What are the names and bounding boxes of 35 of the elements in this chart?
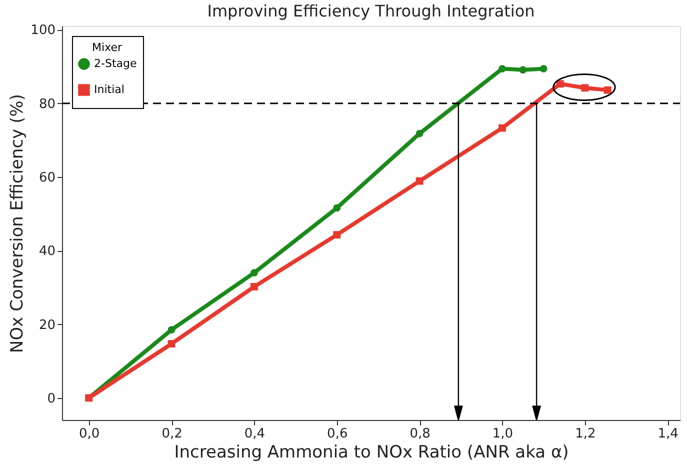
point xyxy=(333,204,341,212)
point xyxy=(498,124,506,132)
point xyxy=(416,177,424,185)
point xyxy=(498,65,506,72)
x-tick-label: 0,6 xyxy=(327,426,348,442)
x-tick-label: 1,0 xyxy=(492,426,514,442)
x-tick-label: 0,2 xyxy=(162,426,182,442)
point xyxy=(581,84,589,92)
x-tick-label: 1,4 xyxy=(658,426,678,442)
point xyxy=(604,86,612,94)
point xyxy=(333,231,341,238)
legend-label: 2-Stage xyxy=(94,57,137,70)
y-tick-label: 20 xyxy=(38,318,56,333)
point xyxy=(168,340,176,348)
point xyxy=(250,282,258,290)
x-tick-label: 1,2 xyxy=(575,426,596,442)
x-tick-label: 0,8 xyxy=(410,426,430,442)
y-tick-label: 100 xyxy=(30,23,56,38)
point xyxy=(540,65,548,72)
y-tick-label: 80 xyxy=(38,96,56,112)
point xyxy=(168,326,176,334)
chart-title: Improving Efficiency Through Integration xyxy=(207,2,535,21)
x-tick-label: 0,4 xyxy=(244,426,266,442)
x-tick-label: 0,0 xyxy=(79,426,100,442)
x-axis-title: Increasing Ammonia to NOx Ratio (ANR aka α) xyxy=(174,442,569,462)
y-tick-label: 60 xyxy=(38,170,56,186)
legend-label: Initial xyxy=(94,83,124,96)
y-tick-label: 40 xyxy=(38,244,56,260)
point xyxy=(250,269,258,276)
point xyxy=(556,80,564,88)
point xyxy=(519,66,527,74)
legend-title: Mixer xyxy=(92,41,122,54)
y-axis-title: NOx Conversion Efficiency (%) xyxy=(8,94,28,353)
point xyxy=(416,130,424,138)
y-tick-label: 0 xyxy=(47,391,56,406)
